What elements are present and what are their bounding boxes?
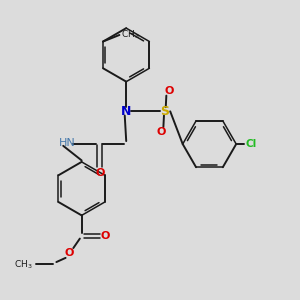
Text: O: O xyxy=(156,127,166,137)
Text: O: O xyxy=(164,85,173,96)
Text: O: O xyxy=(95,168,105,178)
Text: CH$_3$: CH$_3$ xyxy=(121,28,140,40)
Text: N: N xyxy=(121,105,131,118)
Text: S: S xyxy=(160,105,169,118)
Text: CH$_3$: CH$_3$ xyxy=(14,258,33,271)
Text: Cl: Cl xyxy=(246,139,257,149)
Text: O: O xyxy=(100,231,110,241)
Text: HN: HN xyxy=(58,139,75,148)
Text: O: O xyxy=(64,248,74,258)
